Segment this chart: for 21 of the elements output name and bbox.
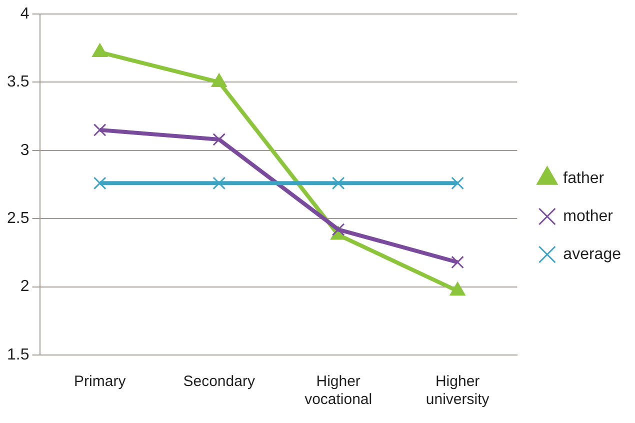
point (212, 133, 226, 146)
y-tick-label: 3.5 (6, 74, 30, 91)
legend-label: father (563, 170, 605, 187)
x-tick-label: Primary (74, 373, 126, 390)
x-tick-label: Higher vocational (304, 373, 372, 408)
x-tick-label: Higher university (426, 373, 490, 408)
y-tick-label: 3 (20, 142, 30, 159)
point (332, 223, 345, 236)
legend-label: average (563, 246, 622, 263)
point (93, 124, 106, 136)
x-tick-label: Secondary (183, 373, 256, 390)
point (451, 176, 464, 190)
y-tick-label: 1.5 (6, 346, 30, 364)
y-tick-label: 2 (20, 278, 30, 296)
point (93, 176, 106, 190)
point (212, 176, 226, 190)
y-tick-label: 2.5 (6, 210, 30, 228)
y-tick-label: 4 (20, 5, 30, 22)
point (451, 256, 464, 269)
point (332, 176, 345, 190)
legend-label: mother (563, 208, 614, 225)
